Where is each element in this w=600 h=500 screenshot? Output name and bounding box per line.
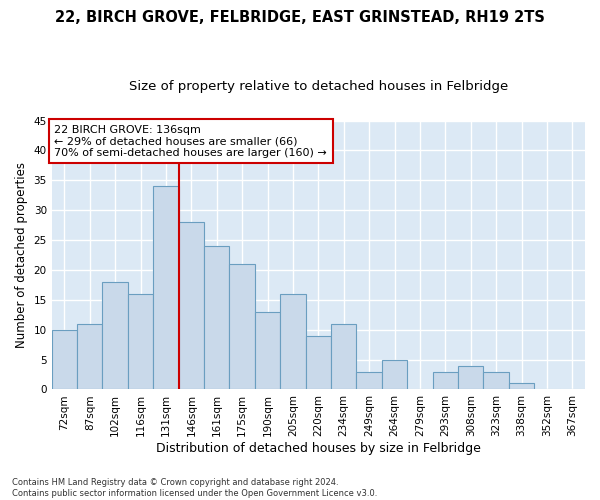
Bar [179, 222, 204, 390]
X-axis label: Distribution of detached houses by size in Felbridge: Distribution of detached houses by size … [156, 442, 481, 455]
Text: 22, BIRCH GROVE, FELBRIDGE, EAST GRINSTEAD, RH19 2TS: 22, BIRCH GROVE, FELBRIDGE, EAST GRINSTE… [55, 10, 545, 25]
Bar [356, 372, 382, 390]
Bar [484, 372, 509, 390]
Bar [128, 294, 153, 390]
Bar [433, 372, 458, 390]
Text: 22 BIRCH GROVE: 136sqm
← 29% of detached houses are smaller (66)
70% of semi-det: 22 BIRCH GROVE: 136sqm ← 29% of detached… [55, 124, 327, 158]
Bar [509, 384, 534, 390]
Bar [229, 264, 255, 390]
Bar [77, 324, 103, 390]
Bar [331, 324, 356, 390]
Bar [52, 330, 77, 390]
Bar [382, 360, 407, 390]
Bar [280, 294, 305, 390]
Bar [255, 312, 280, 390]
Bar [204, 246, 229, 390]
Y-axis label: Number of detached properties: Number of detached properties [15, 162, 28, 348]
Bar [305, 336, 331, 390]
Text: Contains HM Land Registry data © Crown copyright and database right 2024.
Contai: Contains HM Land Registry data © Crown c… [12, 478, 377, 498]
Bar [153, 186, 179, 390]
Title: Size of property relative to detached houses in Felbridge: Size of property relative to detached ho… [129, 80, 508, 93]
Bar [458, 366, 484, 390]
Bar [103, 282, 128, 390]
